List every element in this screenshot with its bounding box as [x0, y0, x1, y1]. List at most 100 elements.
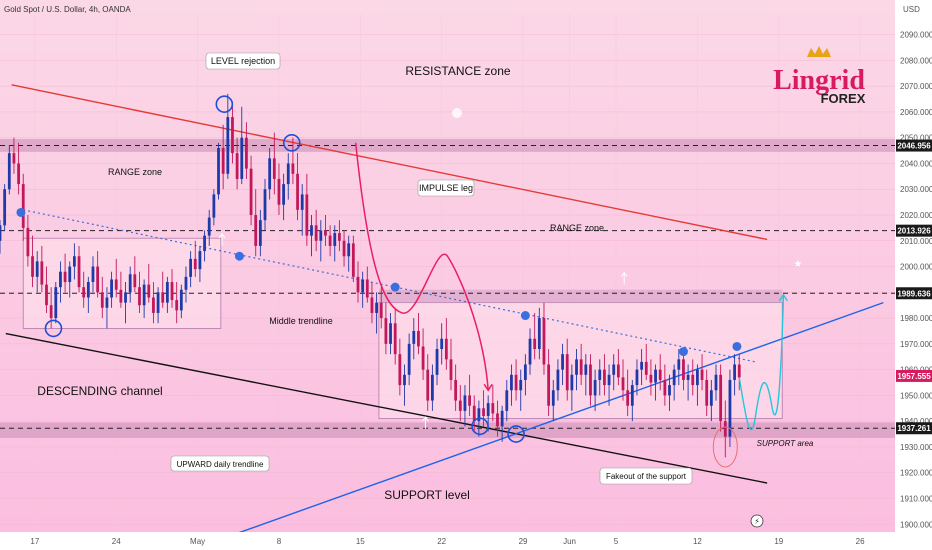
fakeout-ellipse — [712, 426, 738, 468]
candle-body — [179, 289, 183, 311]
candle-body — [277, 178, 281, 205]
candle-body — [54, 287, 58, 319]
candle-body — [221, 148, 225, 174]
price-tick-label: 2070.000 — [900, 82, 932, 91]
drawings — [16, 95, 788, 468]
flash-icon[interactable] — [750, 514, 764, 528]
candle-body — [468, 395, 471, 406]
candle-body — [570, 374, 574, 391]
price-tag: 2046.956 — [896, 139, 932, 152]
candle-body — [35, 261, 39, 277]
price-tag: 1937.261 — [896, 422, 932, 435]
candle-body — [705, 379, 709, 406]
candle-body — [282, 184, 286, 205]
candle-body — [17, 163, 20, 185]
candle-body — [547, 364, 551, 406]
price-tag-label: 1989.636 — [897, 289, 931, 298]
impulse-leg-curve — [354, 142, 489, 391]
candle-body — [449, 359, 453, 380]
support-area-label: SUPPORT area — [757, 439, 814, 448]
time-tick-label: 22 — [437, 537, 446, 546]
price-tag-bg — [896, 287, 932, 300]
time-axis[interactable]: 17 24 May 8 15 22 29 Jun 5 12 19 26 — [30, 537, 865, 546]
candle-body — [356, 276, 360, 293]
candle-body — [561, 354, 564, 370]
upward-trendline — [238, 301, 884, 532]
price-tag-bg — [896, 224, 932, 237]
candle-body — [110, 279, 113, 298]
brand-logo: Lingrid FOREX — [773, 46, 866, 106]
candle-body — [677, 359, 681, 370]
candle-body — [263, 189, 267, 221]
annotation-labels: LEVEL rejection RESISTANCE zone RANGE zo… — [37, 52, 814, 502]
candle-body — [417, 330, 420, 347]
price-tag: 1989.636 — [896, 287, 932, 300]
price-tag: 1957.555 — [896, 369, 932, 382]
price-tick-label: 1910.000 — [900, 494, 932, 503]
candle-body — [491, 403, 495, 414]
candle-body — [63, 271, 67, 283]
price-axis-panel[interactable] — [895, 0, 932, 550]
candle-body — [389, 323, 392, 344]
candle-body — [91, 266, 95, 283]
price-tick-label: 1900.000 — [900, 520, 932, 529]
price-tick-label: 1980.000 — [900, 314, 932, 323]
candle-body — [0, 225, 2, 241]
candle-body — [245, 137, 248, 169]
candle-body — [249, 168, 253, 216]
impulse-arrow-head — [483, 383, 493, 392]
candle-body — [384, 318, 388, 344]
candle-body — [542, 318, 546, 365]
candle-body — [593, 379, 597, 396]
circle-channel-low — [44, 319, 63, 338]
candle-body — [31, 256, 34, 277]
candle-body — [686, 374, 690, 380]
candle-body — [347, 243, 351, 257]
candle-body — [226, 117, 230, 174]
candle-body — [184, 276, 188, 290]
candle-body — [296, 173, 299, 210]
candle-body — [133, 274, 137, 288]
candle-body — [96, 266, 100, 293]
candle-body — [510, 374, 513, 391]
candle-body — [519, 379, 523, 391]
candle-body — [654, 369, 657, 383]
candle-body — [393, 323, 397, 355]
candle-body — [105, 297, 109, 308]
candle-body — [45, 284, 48, 306]
candle-body — [147, 284, 151, 298]
candle-body — [82, 287, 86, 298]
candle-body — [528, 338, 532, 365]
candle-body — [412, 330, 416, 344]
candle-body — [640, 361, 644, 370]
candle-body — [556, 369, 560, 391]
price-tick-label: 2080.000 — [900, 56, 932, 65]
candle-body — [458, 400, 462, 411]
price-tag-bg — [896, 422, 932, 435]
time-axis-panel[interactable] — [0, 532, 895, 550]
candle-body — [644, 361, 648, 375]
level-rejection-label: LEVEL rejection — [211, 56, 275, 66]
candle-body — [231, 117, 234, 154]
candle-body — [700, 369, 704, 380]
small-up-arrow — [422, 416, 429, 429]
candle-body — [496, 413, 499, 427]
candle-body — [407, 343, 411, 375]
candle-body — [426, 369, 430, 401]
alert-icon[interactable] — [452, 108, 462, 118]
price-tick-label: 1970.000 — [900, 340, 932, 349]
candle-body — [440, 338, 444, 350]
candle-body — [170, 282, 174, 301]
candle-body — [365, 279, 369, 298]
circle-resistance-touch — [282, 134, 301, 152]
candle-body — [719, 374, 723, 422]
price-tag-bg — [896, 369, 932, 382]
candle-body — [444, 338, 448, 360]
candle-body — [207, 217, 211, 236]
price-tags: 2046.956 2013.926 1989.636 1957.555 1937.261 — [896, 139, 932, 435]
upward-trendline-box — [170, 455, 270, 472]
trend-dot — [390, 282, 400, 292]
circle-level-rejection — [215, 95, 234, 113]
candle-body — [156, 292, 160, 313]
